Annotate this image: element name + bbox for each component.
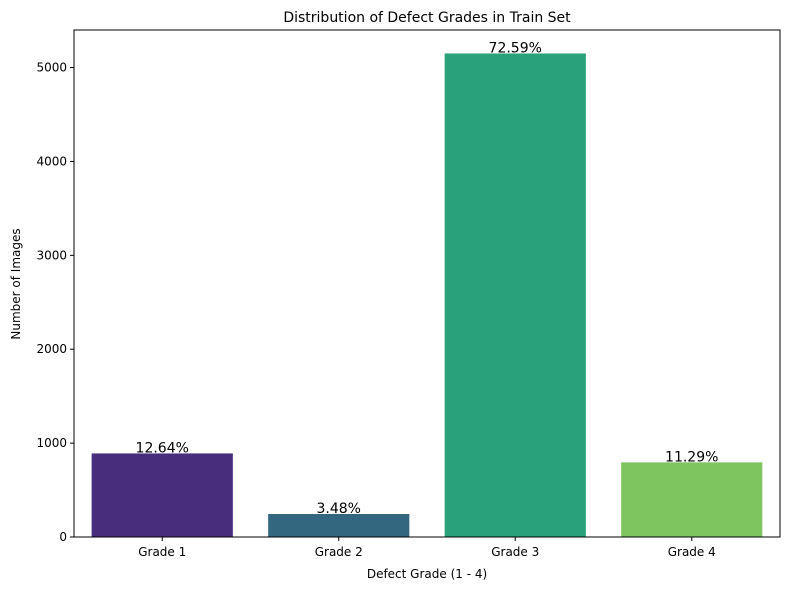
y-tick-label: 3000	[36, 248, 67, 262]
bar	[621, 462, 763, 537]
data-label: 3.48%	[317, 501, 361, 517]
plot-frame	[73, 29, 781, 538]
chart-title: Distribution of Defect Grades in Train S…	[283, 10, 571, 26]
x-axis-label: Defect Grade (1 - 4)	[367, 567, 487, 581]
x-tick-label: Grade 3	[491, 545, 539, 559]
y-tick-label: 1000	[36, 436, 67, 450]
y-tick-label: 0	[59, 530, 67, 544]
y-tick-label: 4000	[36, 154, 67, 168]
x-tick-label: Grade 4	[668, 545, 716, 559]
data-label: 11.29%	[665, 449, 718, 465]
bar	[444, 53, 586, 537]
bar	[91, 453, 233, 537]
x-tick-label: Grade 2	[315, 545, 363, 559]
y-axis-label: Number of Images	[9, 228, 23, 339]
y-tick-label: 2000	[36, 342, 67, 356]
plot-area: 12.64% 3.48% 72.59% 11.29% 0 1000 2000 3000 4000…	[36, 29, 781, 559]
y-tick-label: 5000	[36, 61, 67, 75]
bar	[268, 513, 410, 537]
data-label: 12.64%	[136, 440, 189, 456]
x-tick-label: Grade 1	[138, 545, 186, 559]
data-label: 72.59%	[489, 40, 542, 56]
